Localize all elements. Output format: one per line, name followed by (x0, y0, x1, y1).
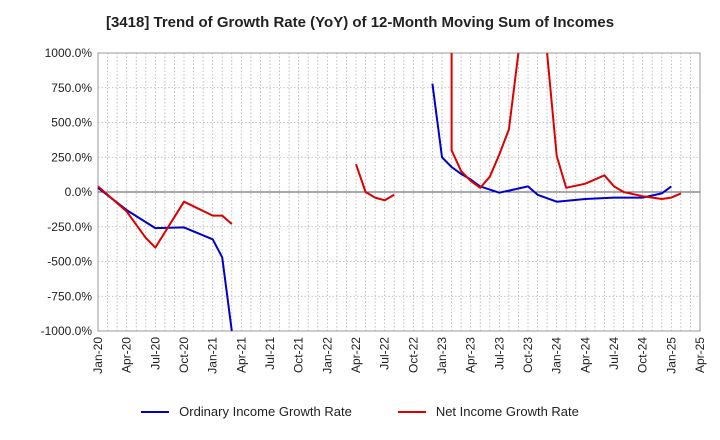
x-tick-label: Apr-21 (234, 337, 248, 373)
legend-label-ordinary-income: Ordinary Income Growth Rate (179, 404, 352, 419)
x-tick-label: Apr-23 (464, 337, 478, 373)
y-tick-label: -500.0% (47, 255, 92, 269)
y-tick-label: 1000.0% (45, 46, 93, 60)
x-tick-label: Jan-21 (206, 337, 220, 374)
chart-title: [3418] Trend of Growth Rate (YoY) of 12-… (105, 14, 615, 31)
x-tick-label: Jul-21 (263, 337, 277, 370)
series-line-net-income (97, 185, 233, 249)
legend-swatch-net-income (397, 410, 426, 413)
y-gridlines (98, 87, 700, 297)
x-tick-label: Oct-21 (292, 337, 306, 373)
series-line-net-income (546, 52, 682, 200)
x-tick-label: Jan-22 (320, 337, 334, 374)
x-tick-label: Jul-24 (607, 337, 621, 370)
y-tick-label: -750.0% (47, 289, 92, 303)
x-tick-label: Apr-20 (120, 337, 134, 373)
x-tick-label: Oct-22 (406, 337, 420, 373)
x-tick-label: Jul-23 (492, 337, 506, 370)
y-tick-label: -1000.0% (41, 324, 93, 338)
x-tick-label: Jan-25 (664, 337, 678, 374)
legend-swatch-ordinary-income (141, 410, 170, 413)
x-tick-label: Jul-20 (148, 337, 162, 370)
x-tick-label: Apr-22 (349, 337, 363, 373)
series-line-ordinary-income (431, 83, 672, 203)
y-tick-label: -250.0% (47, 220, 92, 234)
x-tick-label: Apr-24 (578, 337, 592, 373)
y-tick-label: 250.0% (51, 150, 92, 164)
legend-item-net-income: Net Income Growth Rate (397, 404, 579, 419)
x-tick-label: Jul-22 (378, 337, 392, 370)
x-tick-label: Oct-23 (521, 337, 535, 373)
x-tick-label: Oct-20 (177, 337, 191, 373)
legend-label-net-income: Net Income Growth Rate (435, 404, 579, 419)
legend-item-ordinary-income: Ordinary Income Growth Rate (141, 404, 352, 419)
x-tick-label: Apr-25 (693, 337, 707, 373)
series-line-net-income (450, 52, 520, 189)
x-gridlines (107, 53, 691, 331)
x-tick-label: Oct-24 (636, 337, 650, 373)
series-layer (97, 52, 682, 332)
series-line-ordinary-income (97, 187, 233, 332)
y-tick-label: 750.0% (51, 81, 92, 95)
series-line-net-income (355, 163, 395, 202)
x-tick-label: Jan-23 (435, 337, 449, 374)
x-tick-label: Jan-24 (550, 337, 564, 374)
x-tick-label: Jan-20 (91, 337, 105, 374)
y-tick-labels: 1000.0% 750.0% 500.0% 250.0% 0.0% -250.0% -500… (41, 46, 93, 338)
y-tick-label: 500.0% (51, 116, 92, 130)
y-tick-label: 0.0% (65, 185, 93, 199)
legend: Ordinary Income Growth Rate Net Income G… (0, 404, 720, 419)
x-tick-labels: Jan-20 Apr-20 Jul-20 Oct-20 Jan-21 Apr-21 Jul-… (91, 337, 707, 374)
